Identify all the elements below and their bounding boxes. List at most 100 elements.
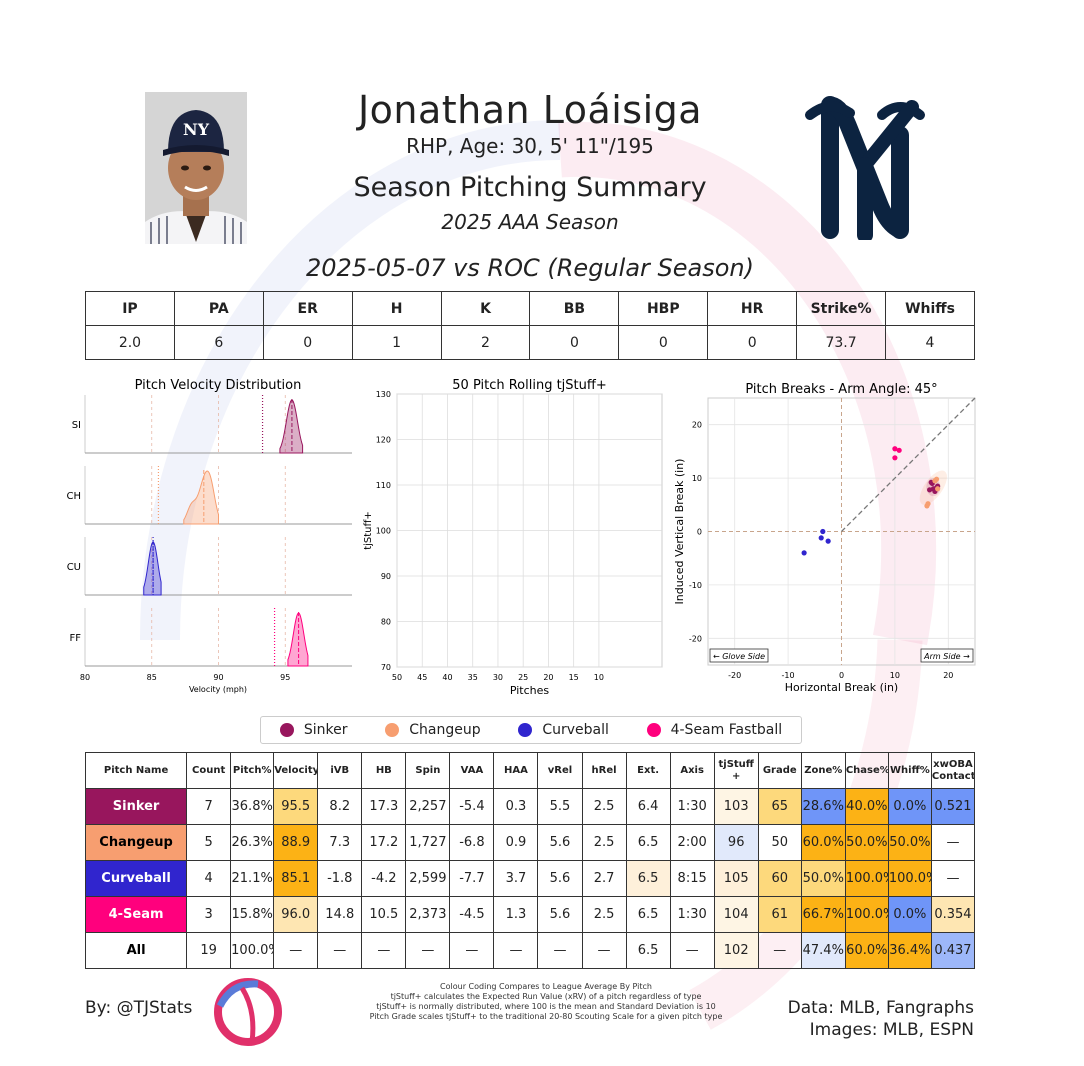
stat-header-h: H [351,291,442,326]
pitch-table-cell: -7.7 [449,860,495,897]
player-headshot: NY [145,92,247,244]
pitch-table-cell: 2,373 [405,896,451,933]
pitch-table-cell: — [669,932,715,969]
pitch-table-cell: 1:30 [669,896,715,933]
pitch-table-cell: — [449,932,495,969]
arm-angle-line [841,397,976,532]
pitch-name-cell: 4-Seam [84,896,188,933]
velocity-chart-title: Pitch Velocity Distribution [135,378,302,393]
season-label: 2025 AAA Season [441,210,619,234]
break-point-4-seam-fastball [892,455,898,461]
stuff-x-tick: 35 [468,673,478,682]
pitch-table-cell: 4 [186,860,232,897]
legend-label: Changeup [409,722,481,738]
pitch-table-cell: 47.4% [800,932,846,969]
pitch-table-header: Pitch% [230,752,275,789]
stat-header-pa: PA [173,291,264,326]
svg-text:← Glove Side: ← Glove Side [713,652,765,661]
pitch-table-cell: 0.0% [887,788,932,825]
image-credit: Images: MLB, ESPN [809,1020,974,1040]
pitch-table-cell: -6.8 [449,824,495,861]
pitch-table-header: Whiff% [887,752,932,789]
pitch-table-header: Axis [669,752,715,789]
svg-text:Arm Side →: Arm Side → [923,652,970,661]
break-x-tick: 0 [839,671,844,680]
stuff-y-tick: 130 [376,390,391,399]
pitch-table-cell: 8.2 [317,788,363,825]
break-point-changeup [924,503,930,509]
velocity-row-label: CH [66,491,81,502]
pitch-table-cell: 5.6 [537,860,583,897]
pitch-table-cell: 2:00 [669,824,715,861]
stat-header-bb: BB [529,291,620,326]
pitch-table-cell: 50.0% [887,824,932,861]
pitch-table-cell: 100.0% [887,860,932,897]
pitch-table-cell: 3.7 [493,860,539,897]
pitch-table-cell: 1,727 [405,824,451,861]
pitch-table-cell: 7.3 [317,824,363,861]
legend-swatch [279,723,294,737]
pitch-table-header: Count [186,752,232,789]
pitch-table-cell: 5.5 [537,788,583,825]
break-x-tick: 20 [943,671,953,680]
credits: Data: MLB, Fangraphs Images: MLB, ESPN [788,997,974,1041]
pitch-table-cell: 17.3 [361,788,407,825]
stat-header-hr: HR [707,291,798,326]
pitch-table-row: Changeup 5 26.3% 88.9 7.3 17.2 1,727 -6.8 0.9 5.6… [84,824,976,861]
pitch-table-cell: 40.0% [844,788,889,825]
pitch-table-cell: 50 [757,824,802,861]
pitch-table-row: Curveball 4 21.1% 85.1 -1.8 -4.2 2,599 -7.7 3.7 5… [84,860,976,897]
pitch-table-cell: 5.6 [537,896,583,933]
velocity-density-si [279,399,304,454]
charts-area: Pitch Velocity Distribution SI CH CU FF 80 85 9… [66,378,976,697]
pitch-metrics-table: Pitch Name Count Pitch% Velocity iVB HB Spin VA… [84,752,976,969]
velocity-x-tick: 95 [280,673,290,682]
pitch-name-cell: Curveball [84,860,188,897]
pitch-table-cell: 6.5 [625,824,671,861]
stat-value-row: 2.0 6 0 1 2 0 0 0 73.7 4 [85,325,975,360]
pitch-table-cell: 15.8% [230,896,275,933]
stat-header-row: IP PA ER H K BB HBP HR Strike% Whiffs [85,291,975,326]
pitch-table-cell: 6.5 [625,860,671,897]
pitch-table-header: Grade [757,752,802,789]
pitch-table-cell: -4.2 [361,860,407,897]
break-y-tick: -10 [689,581,702,590]
pitch-table-header: tjStuff + [713,752,759,789]
pitch-table-cell: — [361,932,407,969]
legend-label: Sinker [303,722,348,738]
pitch-table-cell: 66.7% [800,896,846,933]
footnote-line: Colour Coding Compares to League Average… [440,982,652,991]
pitch-table-header: VAA [449,752,495,789]
pitch-table-cell: 88.9 [273,824,319,861]
pitch-table-cell: -1.8 [317,860,363,897]
pitch-table-cell: 100.0% [844,896,889,933]
pitch-table-cell: 100.0% [230,932,275,969]
pitch-break-chart: Pitch Breaks - Arm Angle: 45° -20 -10 0 10 20… [673,382,976,694]
stuff-y-tick: 90 [381,572,391,581]
pitch-table-cell: 100.0% [844,860,889,897]
arm-side-annotation: Arm Side → [920,648,974,663]
velocity-row-label: FF [69,633,81,644]
pitch-table-cell: 0.9 [493,824,539,861]
pitch-table-cell: — [493,932,539,969]
legend-item-4-seam-fastball: 4-Seam Fastball [646,722,782,738]
pitch-table-cell: -4.5 [449,896,495,933]
pitch-table-header: HAA [493,752,539,789]
glove-side-annotation: ← Glove Side [709,648,769,663]
pitch-table-header: Pitch Name [84,752,188,789]
pitch-table-cell: 2.7 [581,860,627,897]
stuff-x-tick: 30 [493,673,503,682]
stat-value-hr: 0 [707,325,798,360]
velocity-distribution-chart: Pitch Velocity Distribution SI CH CU FF 80 85 9… [66,378,352,694]
footnote-line: tjStuff+ is normally distributed, where … [376,1002,716,1011]
stat-value-strike-pct: 73.7 [796,325,887,360]
break-y-label: Induced Vertical Break (in) [673,459,686,605]
pitch-table-cell: 19 [186,932,232,969]
break-x-tick: -10 [782,671,795,680]
break-point-4-seam-fastball [892,446,898,452]
stuff-y-tick: 100 [376,527,391,536]
break-point-changeup [935,486,941,492]
stuff-x-tick: 15 [569,673,579,682]
pitch-table-cell: 50.0% [844,824,889,861]
game-label: 2025-05-07 vs ROC (Regular Season) [306,254,754,282]
